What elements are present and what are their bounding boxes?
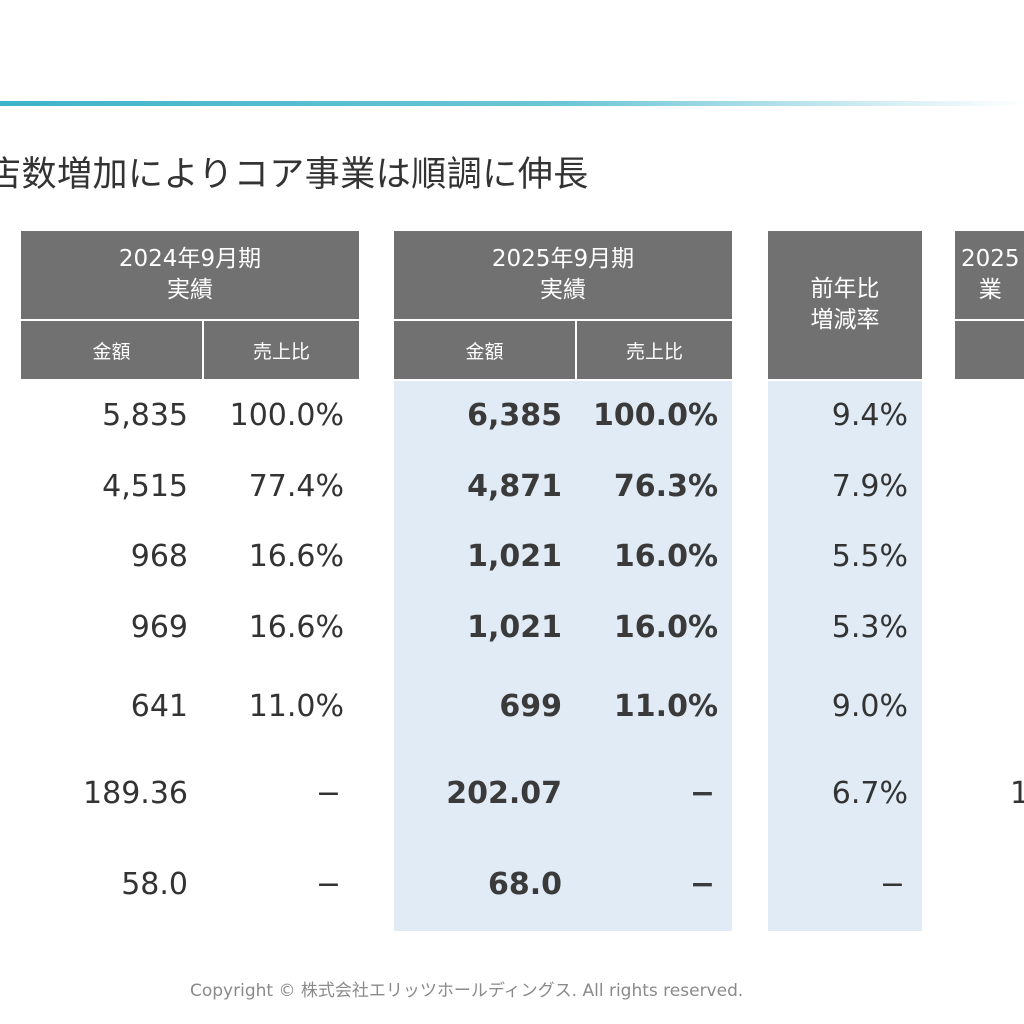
cell-fy2025-amount: 699 — [499, 689, 562, 724]
cell-yoy: 6.7% — [831, 776, 908, 811]
copyright-footer: Copyright © 株式会社エリッツホールディングス. All rights… — [190, 981, 744, 1001]
cell-yoy: 5.3% — [831, 610, 908, 645]
slide-title: 店数増加によりコア事業は順調に伸長 — [0, 155, 589, 195]
cell-fy2025-ratio: 16.0% — [613, 610, 718, 645]
header-fy2025: 2025年9月期 実績 — [394, 231, 732, 319]
cell-fy2024-ratio: 11.0% — [248, 689, 344, 724]
cell-fy2025-amount: 1,021 — [467, 610, 562, 645]
cell-fy2024-amount: 968 — [130, 539, 188, 574]
cell-yoy: 7.9% — [831, 469, 908, 504]
subheader-forecast — [955, 321, 1024, 379]
cell-fy2024-amount: 189.36 — [83, 776, 188, 811]
cell-yoy: 9.0% — [831, 689, 908, 724]
subheader-fy2024-amount: 金額 — [21, 321, 202, 379]
cell-forecast: 1 — [1010, 776, 1024, 811]
cell-fy2025-amount: 68.0 — [487, 867, 562, 902]
cell-yoy: 9.4% — [831, 398, 908, 433]
cell-yoy: − — [879, 867, 905, 902]
header-accent-line — [0, 101, 1024, 106]
header-yoy-line1: 前年比 — [810, 276, 880, 302]
cell-fy2024-ratio: − — [315, 867, 341, 902]
cell-fy2025-amount: 1,021 — [467, 539, 562, 574]
cell-fy2025-ratio: − — [689, 867, 715, 902]
header-yoy: 前年比 増減率 — [768, 231, 922, 379]
cell-fy2024-amount: 58.0 — [121, 867, 188, 902]
header-yoy-line2: 増減率 — [810, 307, 880, 333]
cell-fy2025-amount: 4,871 — [467, 469, 562, 504]
header-fy2024-type: 実績 — [166, 277, 213, 303]
subheader-fy2024-ratio: 売上比 — [204, 321, 359, 379]
cell-fy2024-amount: 4,515 — [102, 469, 188, 504]
cell-yoy: 5.5% — [831, 539, 908, 574]
header-fy2024: 2024年9月期 実績 — [21, 231, 359, 319]
cell-fy2025-ratio: 76.3% — [613, 469, 718, 504]
header-forecast-type: 業 — [978, 277, 1002, 303]
cell-fy2025-ratio: 100.0% — [593, 398, 718, 433]
cell-fy2024-ratio: 16.6% — [248, 610, 344, 645]
cell-fy2024-amount: 969 — [130, 610, 188, 645]
subheader-fy2025-amount: 金額 — [394, 321, 575, 379]
highlight-fy2025 — [394, 381, 732, 931]
subheader-fy2025-ratio: 売上比 — [577, 321, 732, 379]
header-fy2024-period: 2024年9月期 — [118, 246, 262, 272]
header-fy2025-type: 実績 — [539, 277, 586, 303]
cell-fy2024-ratio: 16.6% — [248, 539, 344, 574]
cell-fy2024-ratio: 100.0% — [229, 398, 344, 433]
cell-fy2024-ratio: 77.4% — [248, 469, 344, 504]
cell-fy2024-amount: 641 — [130, 689, 188, 724]
cell-fy2025-ratio: − — [689, 776, 715, 811]
cell-fy2025-amount: 202.07 — [446, 776, 562, 811]
cell-fy2024-ratio: − — [315, 776, 341, 811]
header-forecast: 2025 業 — [955, 231, 1024, 319]
cell-fy2025-ratio: 11.0% — [613, 689, 718, 724]
cell-fy2025-amount: 6,385 — [467, 398, 562, 433]
header-forecast-period: 2025 — [961, 246, 1020, 272]
cell-fy2025-ratio: 16.0% — [613, 539, 718, 574]
highlight-yoy — [768, 381, 922, 931]
cell-fy2024-amount: 5,835 — [102, 398, 188, 433]
header-fy2025-period: 2025年9月期 — [491, 246, 635, 272]
